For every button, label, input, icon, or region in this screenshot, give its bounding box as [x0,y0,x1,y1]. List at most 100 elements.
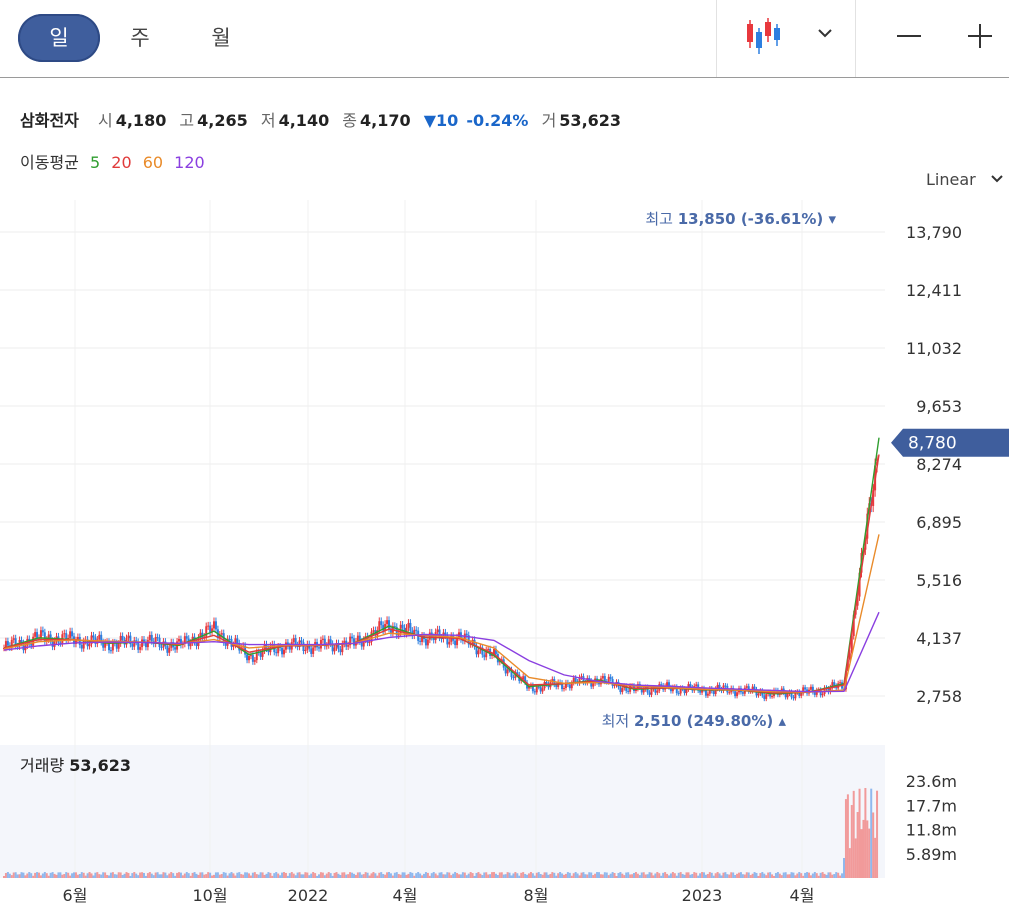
tab-day[interactable]: 일 [18,14,100,62]
volume-bar [376,875,379,878]
volume-bar [331,875,334,878]
tab-week[interactable]: 주 [130,26,150,50]
chevron-down-icon[interactable] [814,22,836,44]
candle-body [347,645,350,647]
scale-select[interactable]: Linear [926,170,1005,189]
volume-bar [809,875,812,878]
volume-bar [570,875,573,878]
volume-bar [288,873,291,878]
candle-body [450,635,453,642]
candle-body [135,640,138,642]
volume-bar [524,873,527,878]
volume-bar [55,874,58,878]
volume-bar [660,875,663,878]
candle-body [580,676,583,678]
volume-bar [71,873,74,878]
candlestick-icon[interactable] [740,14,790,58]
volume-bar [685,872,688,878]
candle-body [389,628,392,633]
volume-bar [487,874,490,878]
candle-body [312,647,315,654]
volume-bar [3,876,5,878]
candle-body [613,685,616,687]
volume-bar [174,875,177,878]
volume-bar [860,829,863,878]
volume-bar [728,874,731,878]
toolbar-divider [716,0,717,77]
volume-bar [318,874,320,878]
volume-bar [448,872,451,878]
minus-icon[interactable] [893,20,925,52]
candle-body [529,685,532,687]
candle-body [438,629,441,638]
ma-120-legend[interactable]: 120 [174,153,205,172]
volume-bar [502,874,505,878]
volume-bar [475,872,478,878]
candle-body [481,647,484,655]
candle-body [209,625,212,633]
volume-bar [271,875,274,878]
candle-body [551,679,554,683]
candle-body [388,620,390,629]
tab-month[interactable]: 월 [211,26,231,50]
candle-body [90,635,93,645]
volume-bar [722,872,725,878]
candle-body [491,654,494,656]
ma-5-legend[interactable]: 5 [89,153,101,172]
candle-body [568,684,571,689]
candle-body [329,639,332,644]
volume-bar [638,875,641,878]
volume-bar [699,873,702,878]
candle-body [706,693,709,696]
volume-bar [349,872,352,878]
volume-bar [528,873,530,878]
candle-body [294,638,297,646]
candle-body [318,647,320,649]
candle-body [228,638,231,640]
candle-body [469,644,472,646]
volume-bar [263,874,266,878]
ma-60-legend[interactable]: 60 [142,153,164,172]
volume-bar [852,790,855,878]
volume-bar [549,873,552,878]
volume-bar [119,872,122,878]
candle-body [769,691,772,697]
candle-body [607,676,610,683]
volume-bar [763,873,766,878]
candle-body [786,693,789,698]
candle-body [308,644,311,649]
volume-bar [423,873,425,878]
volume-bar [664,872,667,878]
candle-body [621,688,624,693]
volume-bar [745,872,748,878]
candle-body [872,490,875,506]
candle-body [444,632,447,636]
volume-bar [49,872,52,878]
candle-body [831,682,834,688]
candle-body [708,688,711,694]
candle-body [561,682,564,690]
candle-body [850,636,853,654]
volume-bar [382,874,385,878]
volume-bar [846,794,849,878]
volume-bar [73,872,75,878]
candle-body [337,643,340,650]
ma-5-line [3,437,880,695]
volume-bar [104,872,107,878]
plus-icon[interactable] [964,20,996,52]
candle-body [485,649,488,658]
volume-bar [601,874,604,878]
volume-bar [314,873,317,878]
volume-bar [769,872,772,878]
volume-bar [438,872,441,878]
volume-bar [45,873,48,878]
volume-bar [518,875,521,878]
ma-20-legend[interactable]: 20 [111,153,132,172]
volume-bar [67,872,70,878]
y-tick-label: 5,516 [916,571,962,590]
candle-body [382,625,385,631]
volume-bar [405,874,408,878]
x-tick-label: 8월 [524,886,549,905]
candle-body [572,677,575,683]
